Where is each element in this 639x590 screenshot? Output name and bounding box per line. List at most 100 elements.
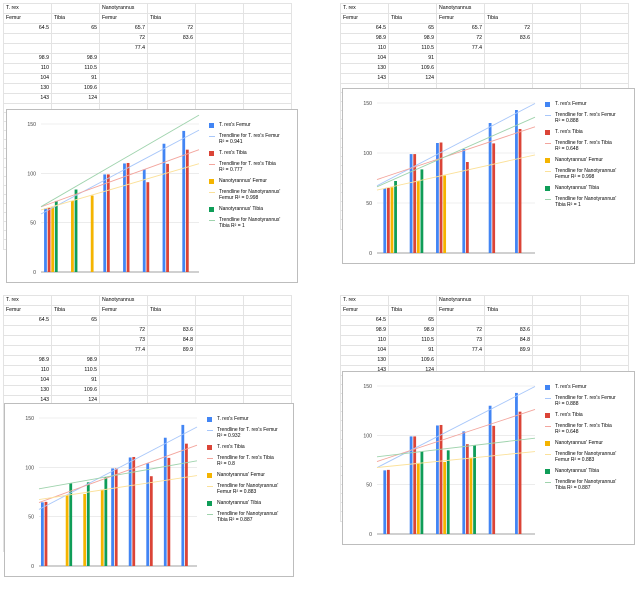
empty-cell[interactable] [243,43,292,54]
legend-item-series[interactable]: Nanotyrannus' Tibia [545,185,617,191]
sheet-cell[interactable]: 143 [3,93,52,104]
legend-item-series[interactable]: Nanotyrannus' Tibia [209,206,281,212]
sheet-cell[interactable] [147,63,196,74]
legend-item-series[interactable]: T. rex's Tibia [545,129,617,135]
sheet-cell[interactable]: 130 [340,355,389,366]
sheet-cell[interactable]: 83.6 [484,33,533,44]
sheet-cell[interactable] [3,325,52,336]
empty-cell[interactable] [532,23,581,34]
sheet-cell[interactable]: 65.7 [99,23,148,34]
empty-cell[interactable] [195,385,244,396]
empty-cell[interactable] [580,23,629,34]
sheet-cell[interactable] [388,3,437,14]
sheet-cell[interactable] [484,295,533,306]
sheet-cell[interactable] [99,365,148,376]
sheet-cell[interactable]: Femur [436,13,485,24]
sheet-cell[interactable] [3,335,52,346]
sheet-cell[interactable] [99,93,148,104]
bar-trex-tibia[interactable] [518,411,522,534]
legend-item-trendline[interactable]: Trendline for Nanotyrannus' Tibia R² = 1 [545,196,617,208]
sheet-cell[interactable]: Femur [99,13,148,24]
empty-cell[interactable] [532,3,581,14]
bar-trex-tibia[interactable] [146,182,150,272]
bar-nano-tibia[interactable] [473,445,476,534]
sheet-cell[interactable]: Femur [340,13,389,24]
legend-item-trendline[interactable]: Trendline for T. rex's Tibia R² = 0.648 [545,423,617,435]
sheet-cell[interactable]: 72 [147,23,196,34]
sheet-cell[interactable]: 91 [51,73,100,84]
legend-item-series[interactable]: T. rex's Tibia [209,150,281,156]
bar-nano-femur[interactable] [443,175,447,253]
sheet-cell[interactable]: 65 [388,315,437,326]
sheet-cell[interactable]: 72 [436,325,485,336]
sheet-cell[interactable]: 91 [388,53,437,64]
sheet-cell[interactable] [388,295,437,306]
sheet-cell[interactable]: Femur [99,305,148,316]
sheet-cell[interactable] [3,345,52,356]
sheet-cell[interactable]: 65 [51,23,100,34]
chart-area[interactable]: 0 50 100 150 T. rex's Femur Trendline for T. … [342,371,635,545]
sheet-cell[interactable] [484,3,533,14]
bar-trex-femur[interactable] [515,392,518,534]
sheet-cell[interactable] [484,53,533,64]
empty-cell[interactable] [580,13,629,24]
bar-nano-femur[interactable] [100,489,104,566]
sheet-cell[interactable]: 84.8 [484,335,533,346]
empty-cell[interactable] [532,305,581,316]
empty-cell[interactable] [532,63,581,74]
sheet-cell[interactable] [99,385,148,396]
empty-cell[interactable] [195,375,244,386]
legend-item-trendline[interactable]: Trendline for Nanotyrannus' Femur R² = 0… [209,189,281,201]
empty-cell[interactable] [195,23,244,34]
empty-cell[interactable] [243,345,292,356]
legend-item-trendline[interactable]: Trendline for T. rex's Femur R² = 0.888 [545,112,617,124]
legend-item-trendline[interactable]: Trendline for T. rex's Femur R² = 0.932 [207,427,279,439]
empty-cell[interactable] [532,315,581,326]
bar-trex-femur[interactable] [383,470,387,534]
sheet-cell[interactable]: Tibia [388,305,437,316]
empty-cell[interactable] [580,3,629,14]
legend-item-trendline[interactable]: Trendline for T. rex's Tibia R² = 0.8 [207,455,279,467]
sheet-cell[interactable]: T. rex [3,3,52,14]
sheet-cell[interactable]: 124 [51,93,100,104]
bar-trex-tibia[interactable] [44,501,48,566]
sheet-cell[interactable]: 89.9 [147,345,196,356]
sheet-cell[interactable]: 98.9 [51,355,100,366]
empty-cell[interactable] [243,93,292,104]
sheet-cell[interactable]: 104 [340,345,389,356]
sheet-cell[interactable]: 77.4 [99,43,148,54]
empty-cell[interactable] [195,345,244,356]
empty-cell[interactable] [195,83,244,94]
bar-trex-tibia[interactable] [465,162,469,253]
bar-trex-tibia[interactable] [166,163,169,272]
legend-item-series[interactable]: Nanotyrannus' Tibia [207,500,279,506]
bar-trex-femur[interactable] [181,424,185,566]
legend-item-series[interactable]: T. rex's Tibia [545,412,617,418]
bar-trex-tibia[interactable] [439,424,443,534]
empty-cell[interactable] [243,385,292,396]
bar-trex-tibia[interactable] [47,207,51,272]
bar-trex-tibia[interactable] [465,444,469,534]
bar-trex-tibia[interactable] [185,149,189,272]
sheet-cell[interactable]: 89.9 [484,345,533,356]
empty-cell[interactable] [195,325,244,336]
empty-cell[interactable] [580,63,629,74]
empty-cell[interactable] [243,315,292,326]
sheet-cell[interactable]: 65 [388,23,437,34]
empty-cell[interactable] [532,13,581,24]
bar-trex-femur[interactable] [409,154,413,253]
bar-trex-tibia[interactable] [518,129,522,253]
sheet-cell[interactable]: 98.9 [388,325,437,336]
bar-trex-tibia[interactable] [106,174,110,272]
empty-cell[interactable] [195,33,244,44]
sheet-cell[interactable] [51,345,100,356]
sheet-cell[interactable]: 130 [3,385,52,396]
bar-trex-tibia[interactable] [149,476,153,566]
sheet-cell[interactable]: 98.9 [51,53,100,64]
sheet-cell[interactable]: 98.9 [340,33,389,44]
sheet-cell[interactable] [484,73,533,84]
empty-cell[interactable] [195,365,244,376]
sheet-cell[interactable]: 98.9 [388,33,437,44]
bar-trex-tibia[interactable] [439,142,443,254]
empty-cell[interactable] [243,63,292,74]
